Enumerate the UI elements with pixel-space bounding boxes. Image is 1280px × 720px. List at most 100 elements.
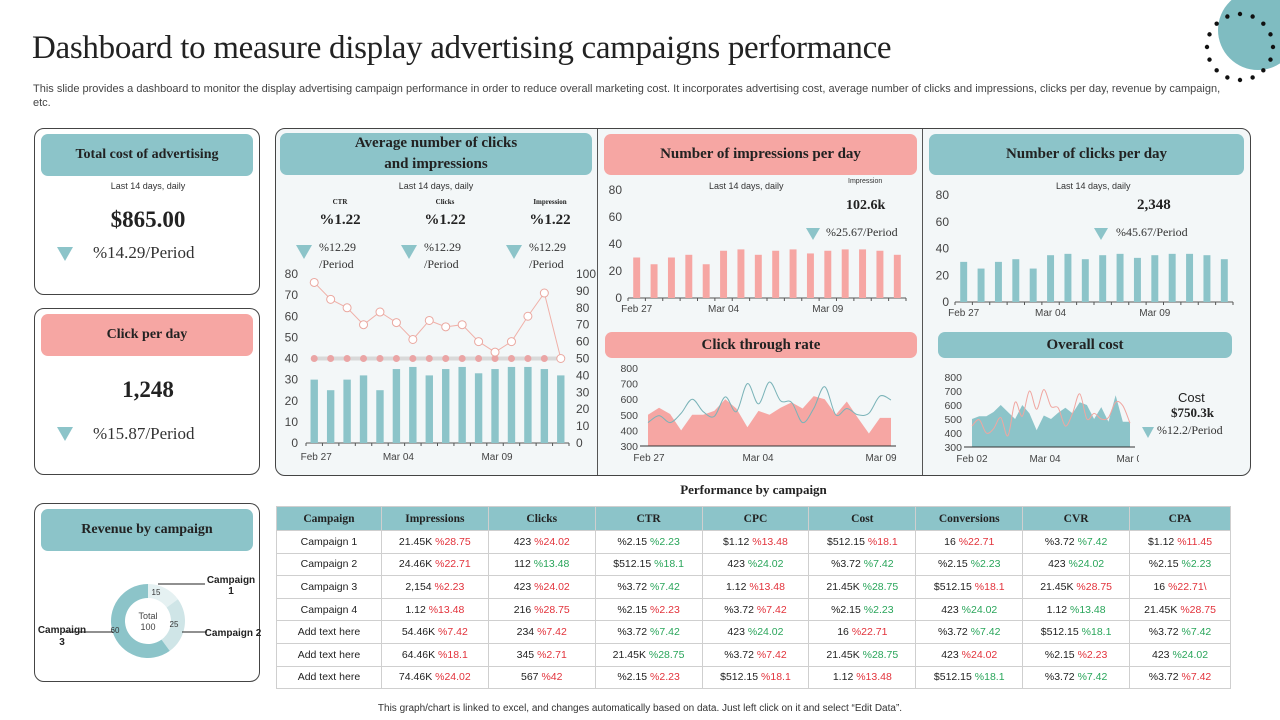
column-header[interactable]: CPA xyxy=(1129,506,1231,531)
deco-dot xyxy=(1207,32,1212,37)
target-point xyxy=(540,355,548,362)
avg-clicks-header: Average number of clicks and impressions xyxy=(280,133,592,175)
column-header[interactable]: Impressions xyxy=(380,506,489,531)
metric-cell: 21.45K %28.75 xyxy=(1022,575,1131,599)
metric-cell: %3.72 %7.42 xyxy=(1022,665,1131,690)
impressions-point xyxy=(359,320,369,330)
cell-change: %24.02 xyxy=(961,648,998,661)
bar xyxy=(392,369,401,443)
y-tick-label: 600 xyxy=(944,400,962,412)
metric-cell: %3.72 %7.42 xyxy=(1022,530,1131,554)
clicks-period: Last 14 days, daily xyxy=(1056,181,1131,191)
bar xyxy=(960,261,968,302)
cell-change: %18.1 xyxy=(438,648,468,661)
column-header[interactable]: Cost xyxy=(808,506,917,531)
total-cost-value: $865.00 xyxy=(110,207,186,232)
bar xyxy=(507,366,516,443)
y-tick-label: 80 xyxy=(609,183,623,197)
cell-change: %22.71 xyxy=(958,535,995,548)
cell-value: %2.15 xyxy=(831,603,861,616)
cell-change: %18.1 xyxy=(974,671,1005,684)
cell-value: 21.45K xyxy=(826,648,860,661)
column-header[interactable]: Conversions xyxy=(915,506,1024,531)
cell-value: 423 xyxy=(727,558,745,571)
metric-cell: 423 %24.02 xyxy=(1022,552,1131,577)
impressions-point xyxy=(523,311,533,321)
y-right-tick-label: 60 xyxy=(576,335,590,349)
bar xyxy=(557,375,565,443)
cell-value: $512.15 xyxy=(933,671,972,684)
target-point xyxy=(475,355,483,362)
cell-value: %3.72 xyxy=(617,580,648,593)
cell-change: %18.1 xyxy=(974,580,1005,593)
y-tick-label: 500 xyxy=(944,414,962,426)
x-tick-label: Mar 09 xyxy=(865,453,897,464)
cell-change: %18.1 xyxy=(1081,626,1112,639)
y-tick-label: 60 xyxy=(936,215,950,229)
cell-value: 216 xyxy=(513,603,532,616)
cell-change: %2.23 xyxy=(434,580,465,593)
x-tick-label: Mar 04 xyxy=(708,304,740,315)
bar xyxy=(1012,259,1020,302)
clicks-header: Number of clicks per day xyxy=(929,134,1244,175)
target-point xyxy=(327,355,335,362)
slice-value-label: 25 xyxy=(170,620,179,629)
cell-value: %2.15 xyxy=(617,671,648,684)
cell-value: 423 xyxy=(727,626,745,639)
metric-cell: $512.15 %18.1 xyxy=(1022,620,1131,644)
cell-change: %24.02 xyxy=(961,603,998,616)
table-row: Campaign 3 2,154 %2.23 423 %24.02 %3.72 %7.… xyxy=(276,575,1231,599)
cell-change: %18.1 xyxy=(867,535,898,548)
deco-dot xyxy=(1214,21,1219,26)
bar xyxy=(1168,253,1176,302)
cell-change: %7.42 xyxy=(650,626,680,639)
bar xyxy=(685,254,693,298)
metric-cell: %3.72 %7.42 xyxy=(808,552,917,577)
impressions-point xyxy=(424,315,434,325)
impressions-point xyxy=(441,322,451,332)
bar xyxy=(772,250,780,298)
triangle-down-icon xyxy=(1142,427,1154,438)
bar xyxy=(841,249,849,298)
metric-cell: %2.15 %2.23 xyxy=(1022,642,1131,667)
cell-change: %2.23 xyxy=(1181,558,1212,571)
metric-delta-period: /Period xyxy=(424,257,459,271)
impressions-kpi-label: Impression xyxy=(848,178,883,185)
cell-change: %28.75 xyxy=(648,648,685,661)
bar xyxy=(720,250,728,298)
cell-value: %3.72 xyxy=(724,648,754,661)
divider xyxy=(597,129,598,475)
column-header[interactable]: Campaign xyxy=(276,506,382,531)
column-header[interactable]: CPC xyxy=(701,506,810,531)
impressions-point xyxy=(474,337,484,347)
x-tick-label: Feb 27 xyxy=(948,308,980,319)
y-right-tick-label: 40 xyxy=(576,368,590,382)
column-header[interactable]: Clicks xyxy=(487,506,596,531)
deco-dot xyxy=(1250,14,1255,19)
x-tick-label: Mar 09 xyxy=(481,452,513,463)
metric-cell: 21.45K %28.75 xyxy=(1129,597,1231,622)
impressions-point xyxy=(309,277,319,287)
cell-change: %13.48 xyxy=(533,558,570,571)
deco-dot xyxy=(1268,57,1273,62)
cell-value: 423 xyxy=(1151,648,1170,661)
cell-value: 423 xyxy=(513,535,532,548)
bar xyxy=(1029,268,1037,302)
cell-value: %3.72 xyxy=(1044,535,1075,548)
metric-cell: 1.12 %13.48 xyxy=(1022,597,1131,622)
cell-value: %2.15 xyxy=(937,558,968,571)
campaign-name-cell: Add text here xyxy=(276,665,382,690)
y-tick-label: 20 xyxy=(936,268,950,282)
bar xyxy=(824,250,832,298)
bar xyxy=(1186,253,1194,302)
column-header[interactable]: CVR xyxy=(1022,506,1131,531)
y-tick-label: 400 xyxy=(944,428,962,440)
metric-cell: $512.15 %18.1 xyxy=(915,665,1024,690)
bar xyxy=(1064,253,1072,302)
metric-cell: %2.15 %2.23 xyxy=(1129,552,1231,577)
column-header[interactable]: CTR xyxy=(594,506,703,531)
metric-delta-period: /Period xyxy=(529,257,564,271)
metric-label: CTR xyxy=(332,198,348,206)
y-tick-label: 700 xyxy=(944,386,962,398)
y-right-tick-label: 20 xyxy=(576,402,590,416)
